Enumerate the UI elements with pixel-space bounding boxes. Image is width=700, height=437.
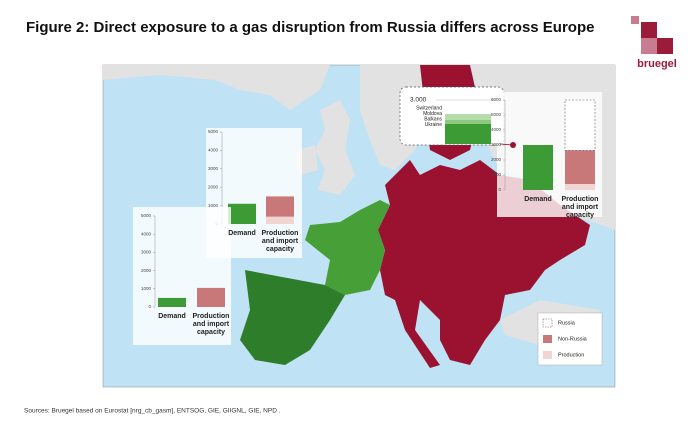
x-tick-label: Demand: [524, 196, 552, 203]
logo: bruegel: [631, 16, 677, 70]
bar: [158, 297, 186, 307]
france: [305, 200, 390, 295]
zoom-dot: [510, 142, 516, 148]
legend-swatch: [542, 318, 553, 328]
y-tick-label: 3000: [491, 142, 502, 147]
y-tick-label: 0: [498, 187, 501, 192]
inset-chart: 0 1000 2000 3000 4000 5000: [141, 213, 225, 309]
legend-label: Non-Russia: [558, 336, 588, 342]
y-tick-label: 3000: [141, 250, 152, 255]
x-tick-label: Production and import capacity: [261, 230, 299, 253]
zoom-label: Switzerland: [416, 105, 442, 111]
inset-background: [133, 207, 231, 345]
source: Sources: Bruegel based on Eurostat [nrg_…: [24, 408, 281, 415]
y-tick-label: 1000: [141, 286, 152, 291]
y-tick-label: 0: [148, 304, 151, 309]
bar: [523, 145, 553, 190]
zoom-tick-label: 3.000: [410, 97, 427, 104]
bar-segment: [565, 184, 595, 190]
logo-square: [657, 38, 673, 54]
y-tick-label: 2000: [141, 268, 152, 273]
y-tick-label: 2000: [208, 184, 219, 189]
legend-swatch: [543, 335, 552, 343]
legend-label: Production: [558, 352, 584, 358]
logo-square: [641, 22, 657, 38]
title: Figure 2: Direct exposure to a gas disru…: [26, 19, 594, 36]
logo-text: bruegel: [637, 58, 677, 70]
y-tick-label: 1000: [208, 203, 219, 208]
y-tick-label: 4000: [141, 231, 152, 236]
y-tick-label: 5000: [491, 112, 502, 117]
bar: [228, 203, 256, 224]
iberia: [240, 270, 345, 365]
land: [103, 65, 330, 110]
y-tick-label: 2000: [491, 157, 502, 162]
y-tick-label: 1000: [491, 172, 502, 177]
y-tick-label: 5000: [208, 129, 219, 134]
bar-segment: [266, 196, 294, 217]
zoom-segment: [445, 124, 491, 144]
bar-segment: [197, 287, 225, 307]
x-tick-label: Production and import capacity: [192, 313, 230, 336]
x-tick-label: Demand: [158, 313, 186, 320]
zoom-label: Balkans: [424, 116, 442, 122]
zoom-label: Moldova: [423, 111, 442, 117]
x-tick-label: Demand: [228, 230, 256, 237]
bar-segment: [565, 150, 595, 184]
inset-chart: 0 1000 2000 3000 4000 5000 6000: [491, 97, 596, 192]
zoom-inset: 3.000: [399, 86, 505, 146]
bar-segment: [564, 99, 596, 151]
logo-square: [631, 16, 639, 24]
zoom-segment: [445, 120, 491, 124]
x-tick-label: Production and import capacity: [561, 196, 599, 219]
y-tick-label: 5000: [141, 213, 152, 218]
bar-segment: [266, 216, 294, 224]
uk: [315, 100, 355, 195]
y-tick-label: 4000: [208, 148, 219, 153]
y-tick-label: 6000: [491, 97, 502, 102]
legend-label: Russia: [558, 320, 576, 326]
legend-swatch: [543, 351, 552, 359]
y-tick-label: 3000: [208, 166, 219, 171]
zoom-segment: [445, 114, 491, 120]
logo-square: [641, 38, 657, 54]
y-tick-label: 4000: [491, 127, 502, 132]
zoom-label: Ukraine: [425, 122, 442, 128]
